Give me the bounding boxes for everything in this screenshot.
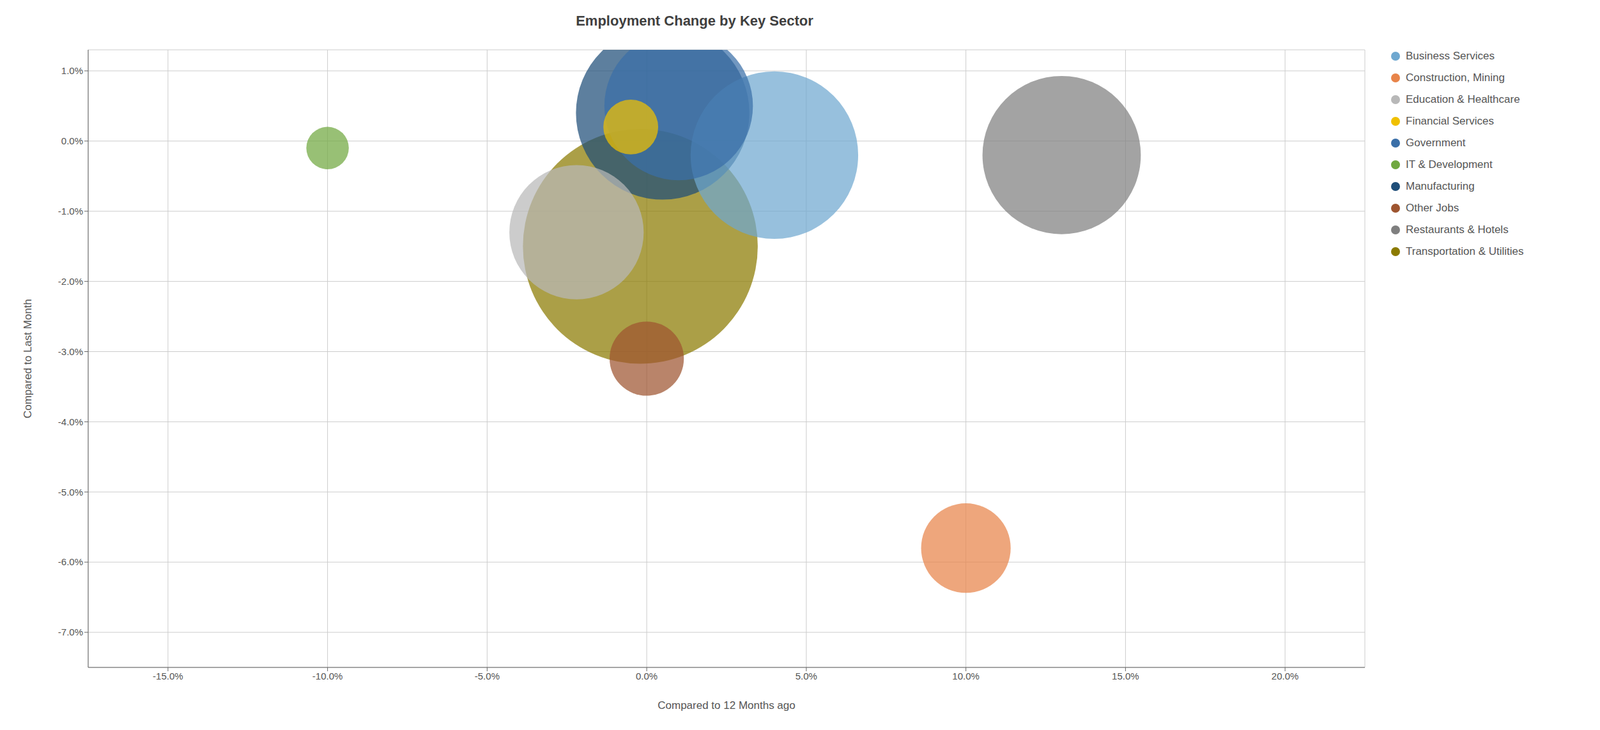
html-text:Business Services: Business Services bbox=[1405, 49, 1495, 62]
html-text:Financial Services: Financial Services bbox=[1405, 115, 1494, 128]
svg-text:-6.0%: -6.0% bbox=[58, 556, 84, 568]
svg-text:-1.0%: -1.0% bbox=[58, 205, 84, 217]
svg-text:-5.0%: -5.0% bbox=[58, 486, 84, 498]
svg-text:-15.0%: -15.0% bbox=[152, 670, 184, 682]
svg-text:-10.0%: -10.0% bbox=[312, 670, 344, 682]
svg-text:20.0%: 20.0% bbox=[1271, 670, 1300, 682]
svg-text:-2.0%: -2.0% bbox=[58, 276, 84, 287]
svg-text:5.0%: 5.0% bbox=[795, 670, 818, 682]
html-text:Manufacturing: Manufacturing bbox=[1405, 180, 1475, 193]
svg-text:Compared to Last Month: Compared to Last Month bbox=[21, 299, 34, 419]
html-text:Government: Government bbox=[1405, 136, 1466, 149]
html-text:Education & Healthcare: Education & Healthcare bbox=[1405, 93, 1520, 106]
svg-text:0.0%: 0.0% bbox=[61, 135, 84, 147]
html-text:Employment Change by Key Secto: Employment Change by Key Sector bbox=[575, 12, 814, 29]
svg-text:1.0%: 1.0% bbox=[61, 65, 84, 77]
svg-text:-3.0%: -3.0% bbox=[58, 346, 84, 358]
svg-text:-5.0%: -5.0% bbox=[474, 670, 500, 682]
html-text:Transportation & Utilities: Transportation & Utilities bbox=[1405, 245, 1524, 258]
html-text:Construction, Mining: Construction, Mining bbox=[1405, 71, 1505, 84]
svg-text:15.0%: 15.0% bbox=[1111, 670, 1140, 682]
svg-text:Compared to 12 Months ago: Compared to 12 Months ago bbox=[657, 699, 795, 712]
html-text:Other Jobs: Other Jobs bbox=[1405, 201, 1459, 215]
html-text:Restaurants & Hotels: Restaurants & Hotels bbox=[1405, 223, 1509, 236]
svg-text:0.0%: 0.0% bbox=[635, 670, 658, 682]
html-text:IT & Development: IT & Development bbox=[1405, 158, 1493, 171]
svg-text:10.0%: 10.0% bbox=[952, 670, 980, 682]
svg-text:-4.0%: -4.0% bbox=[58, 416, 84, 428]
svg-text:-7.0%: -7.0% bbox=[58, 626, 84, 638]
